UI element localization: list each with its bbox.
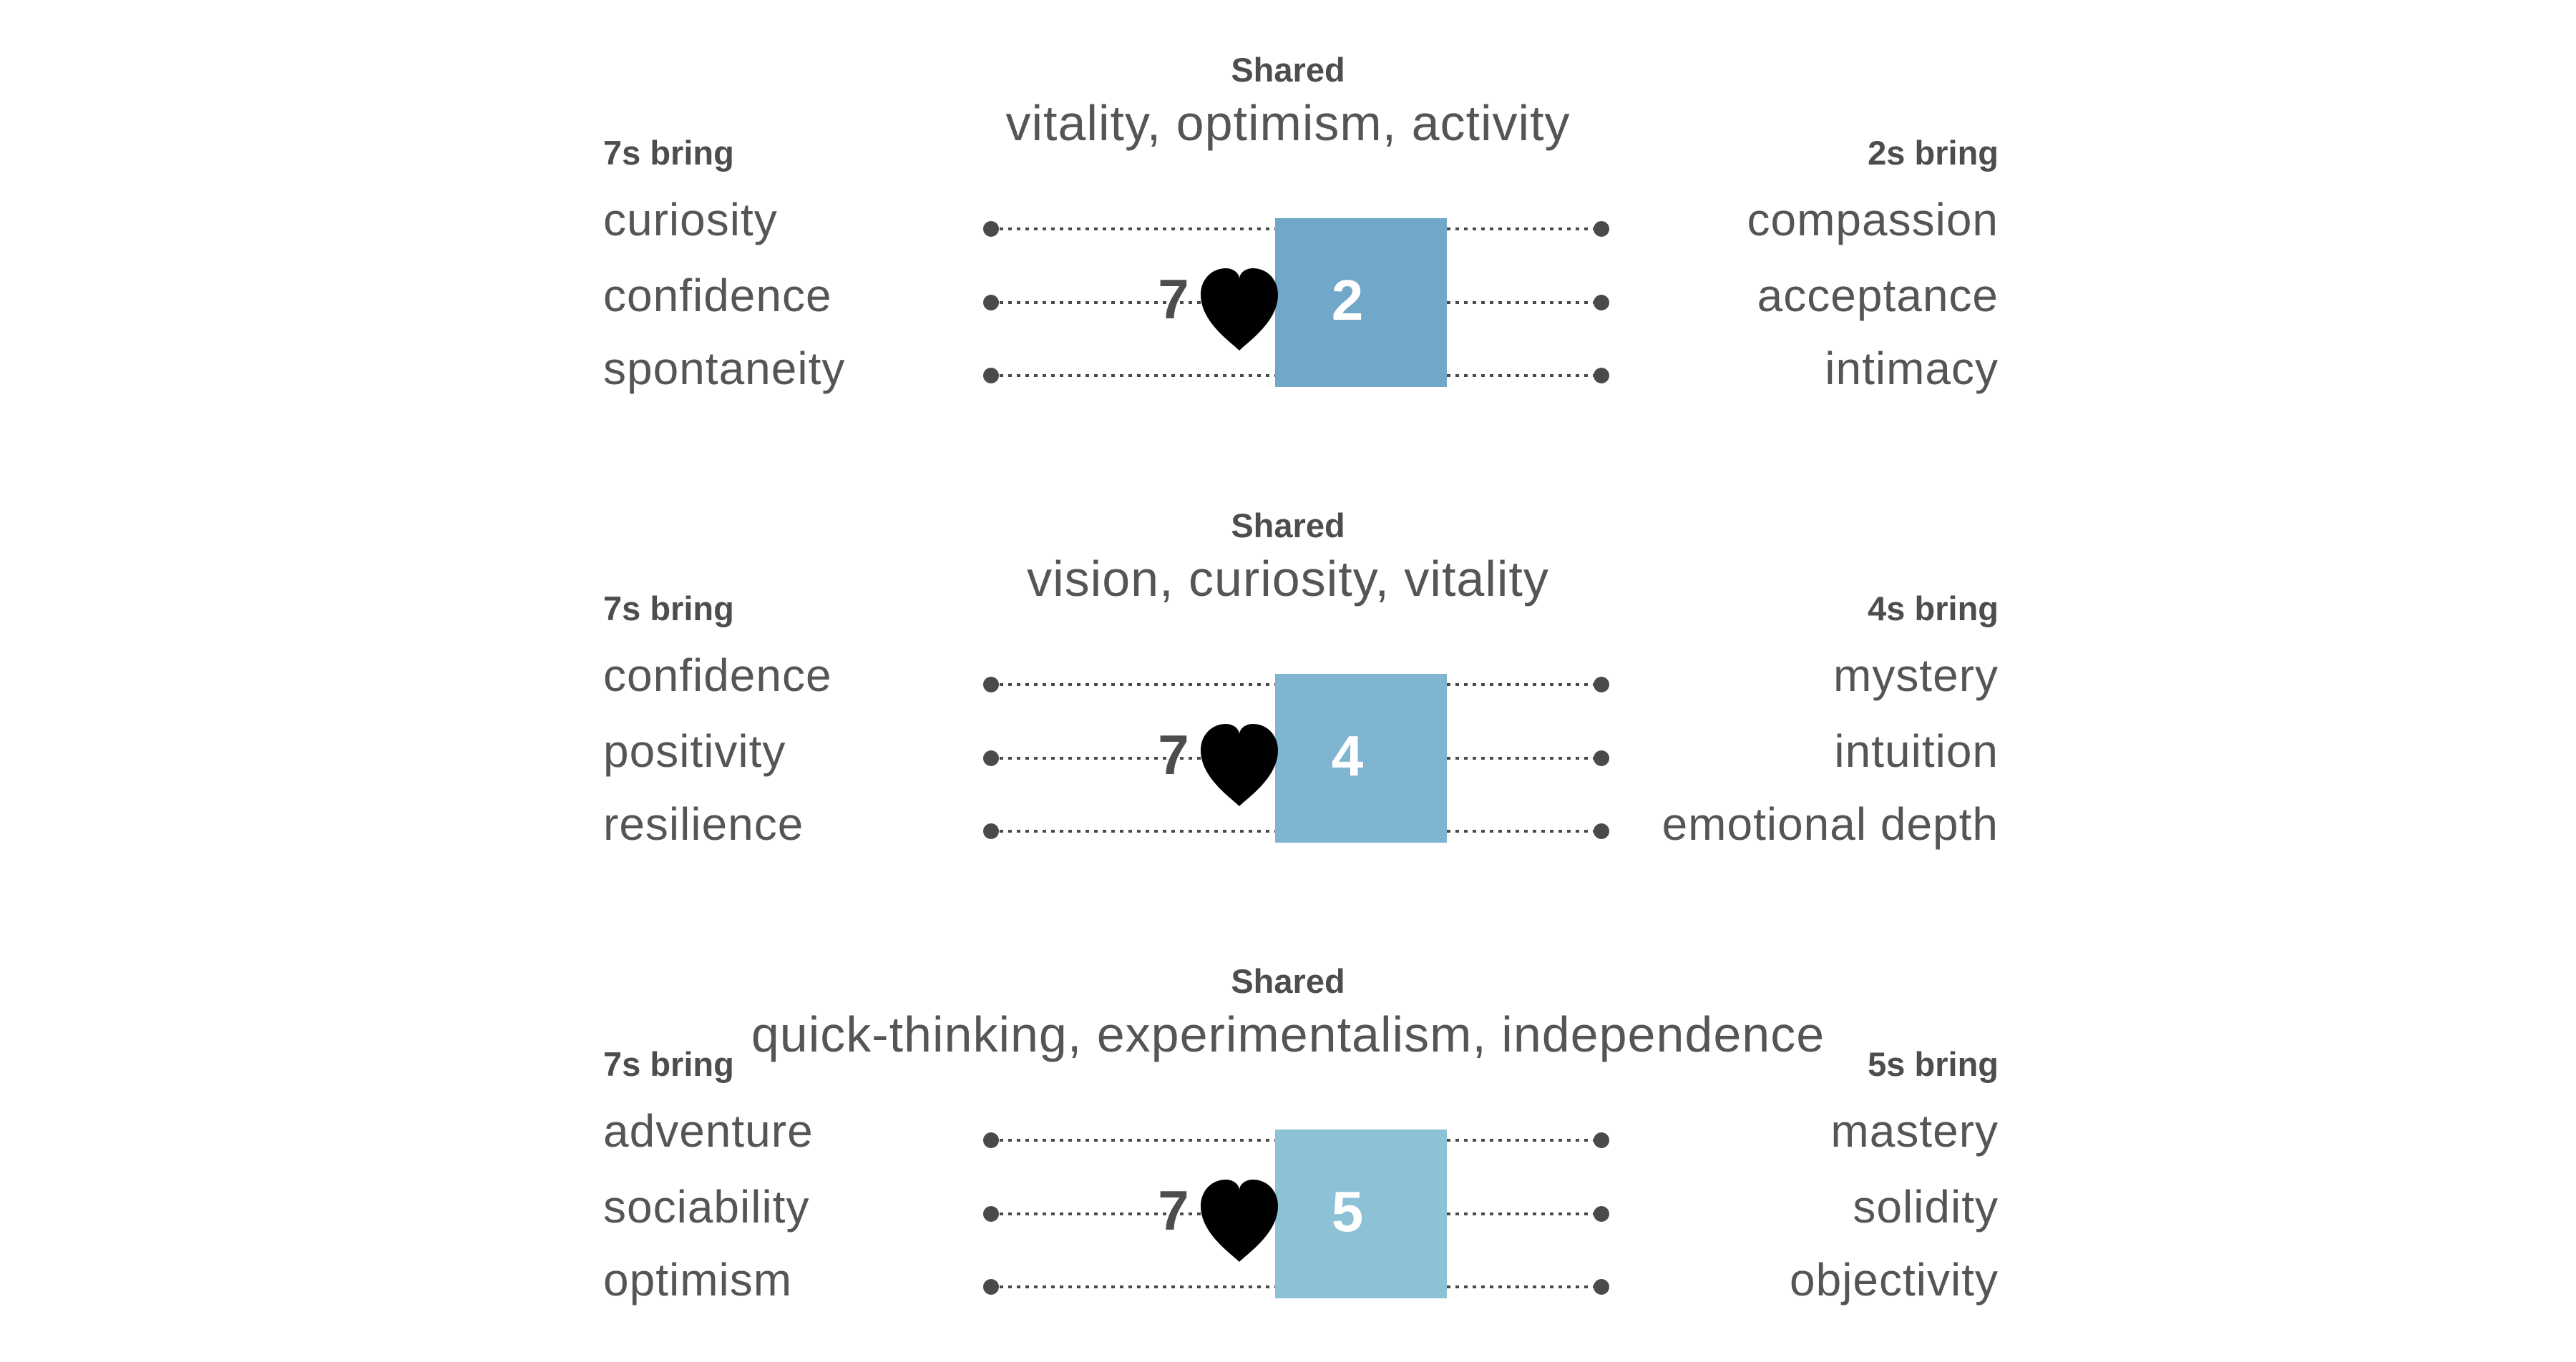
- pairing-panel-7-4: Shared vision, curiosity, vitality 7s br…: [0, 456, 2576, 906]
- connector-dot-right: [1594, 750, 1609, 766]
- connector-dot-left: [983, 1206, 999, 1222]
- right-type-number: 2: [1332, 268, 1364, 332]
- right-type-number: 5: [1332, 1180, 1364, 1243]
- connector-dot-right: [1594, 295, 1609, 310]
- left-heading: 7s bring: [603, 134, 734, 172]
- right-heading: 2s bring: [1868, 134, 1999, 172]
- right-trait: intuition: [1834, 725, 1999, 777]
- left-type-number: 7: [1158, 723, 1189, 786]
- shared-title: Shared: [1231, 51, 1345, 89]
- pairing-panel-7-5: Shared quick-thinking, experimentalism, …: [0, 911, 2576, 1362]
- right-trait: emotional depth: [1662, 798, 1999, 850]
- connector-dot-right: [1594, 677, 1609, 692]
- connector-dot-right: [1594, 823, 1609, 839]
- left-trait: curiosity: [603, 194, 778, 245]
- right-heading: 5s bring: [1868, 1045, 1999, 1083]
- connector-dot-left: [983, 677, 999, 692]
- number-box: [1275, 218, 1447, 387]
- left-trait: positivity: [603, 725, 786, 777]
- right-trait: solidity: [1853, 1181, 1999, 1233]
- connector-dot-left: [983, 1279, 999, 1295]
- connector-dot-left: [983, 750, 999, 766]
- left-type-number: 7: [1158, 1179, 1189, 1242]
- left-trait: sociability: [603, 1181, 810, 1233]
- shared-traits: vision, curiosity, vitality: [1027, 551, 1549, 607]
- number-box: [1275, 674, 1447, 843]
- connector-dot-right: [1594, 221, 1609, 237]
- shared-traits: vitality, optimism, activity: [1005, 95, 1571, 151]
- number-box: [1275, 1130, 1447, 1298]
- pairing-panel-7-2: Shared vitality, optimism, activity 7s b…: [0, 0, 2576, 451]
- left-trait: confidence: [603, 650, 832, 701]
- connector-dot-left: [983, 368, 999, 383]
- left-trait: optimism: [603, 1254, 793, 1305]
- right-type-number: 4: [1332, 724, 1364, 788]
- left-trait: adventure: [603, 1105, 814, 1157]
- right-trait: compassion: [1747, 194, 1999, 245]
- shared-title: Shared: [1231, 506, 1345, 544]
- right-trait: intimacy: [1825, 343, 1999, 394]
- connector-dot-left: [983, 823, 999, 839]
- right-trait: objectivity: [1790, 1254, 1999, 1305]
- right-trait: mastery: [1830, 1105, 1999, 1157]
- heart-icon: [1201, 724, 1278, 806]
- left-heading: 7s bring: [603, 1045, 734, 1083]
- right-trait: acceptance: [1757, 270, 1999, 321]
- right-trait: mystery: [1833, 650, 1999, 701]
- connector-dot-left: [983, 221, 999, 237]
- left-heading: 7s bring: [603, 589, 734, 627]
- connector-dot-right: [1594, 1206, 1609, 1222]
- heart-icon: [1201, 268, 1278, 351]
- shared-title: Shared: [1231, 962, 1345, 1000]
- right-heading: 4s bring: [1868, 589, 1999, 627]
- left-trait: confidence: [603, 270, 832, 321]
- connector-dot-right: [1594, 1132, 1609, 1148]
- connector-dot-left: [983, 295, 999, 310]
- connector-dot-right: [1594, 368, 1609, 383]
- left-type-number: 7: [1158, 268, 1189, 330]
- connector-dot-left: [983, 1132, 999, 1148]
- connector-dot-right: [1594, 1279, 1609, 1295]
- shared-traits: quick-thinking, experimentalism, indepen…: [751, 1006, 1825, 1062]
- left-trait: resilience: [603, 798, 804, 850]
- left-trait: spontaneity: [603, 343, 846, 394]
- heart-icon: [1201, 1180, 1278, 1262]
